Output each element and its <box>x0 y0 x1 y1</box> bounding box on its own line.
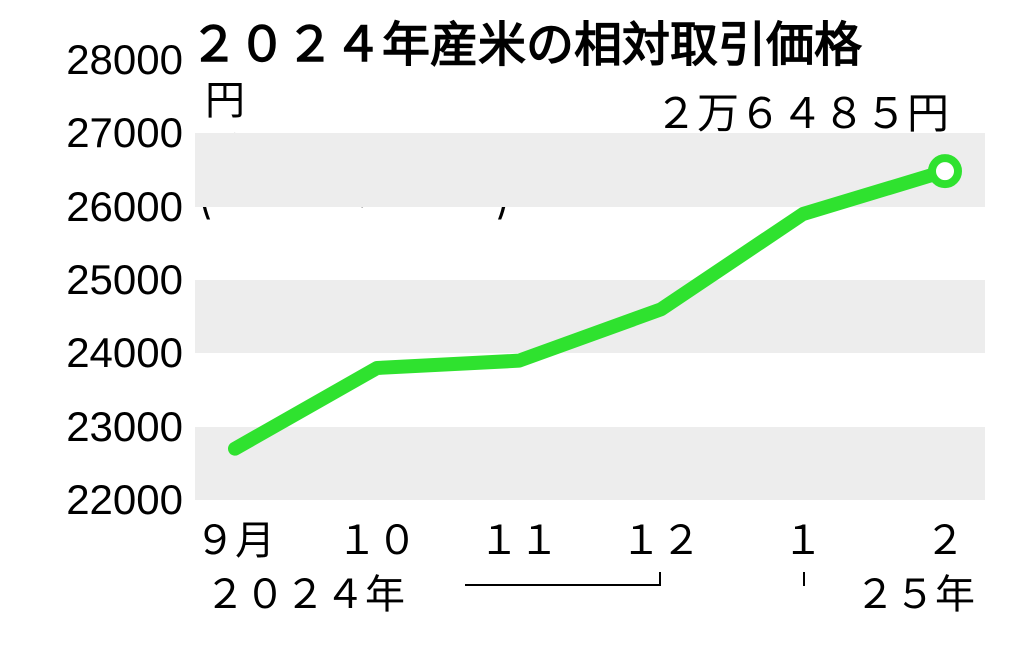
x-tick-label: ２ <box>925 508 965 566</box>
x-tick-label: １ <box>783 508 823 566</box>
plot-area: 22000230002400025000260002700028000９月１０１… <box>195 60 985 500</box>
y-tick-label: 23000 <box>3 403 183 451</box>
year-bracket <box>803 584 805 586</box>
y-tick-label: 26000 <box>3 183 183 231</box>
chart-root: ２０２４年産米の相対取引価格 円 ( 全銘柄平均、玄米 ６０キログラム ) ２万… <box>0 0 1024 654</box>
x-year-label: ２５年 <box>855 562 975 620</box>
x-tick-label: １０ <box>337 508 417 566</box>
y-tick-label: 22000 <box>3 476 183 524</box>
y-tick-label: 28000 <box>3 36 183 84</box>
x-tick-label: １２ <box>621 508 701 566</box>
y-tick-label: 24000 <box>3 329 183 377</box>
y-tick-label: 27000 <box>3 109 183 157</box>
x-tick-label: ９月 <box>195 508 275 566</box>
x-tick-label: １１ <box>479 508 559 566</box>
year-bracket <box>465 584 661 586</box>
y-tick-label: 25000 <box>3 256 183 304</box>
line-series <box>195 60 985 500</box>
x-year-label: ２０２４年 <box>205 562 405 620</box>
